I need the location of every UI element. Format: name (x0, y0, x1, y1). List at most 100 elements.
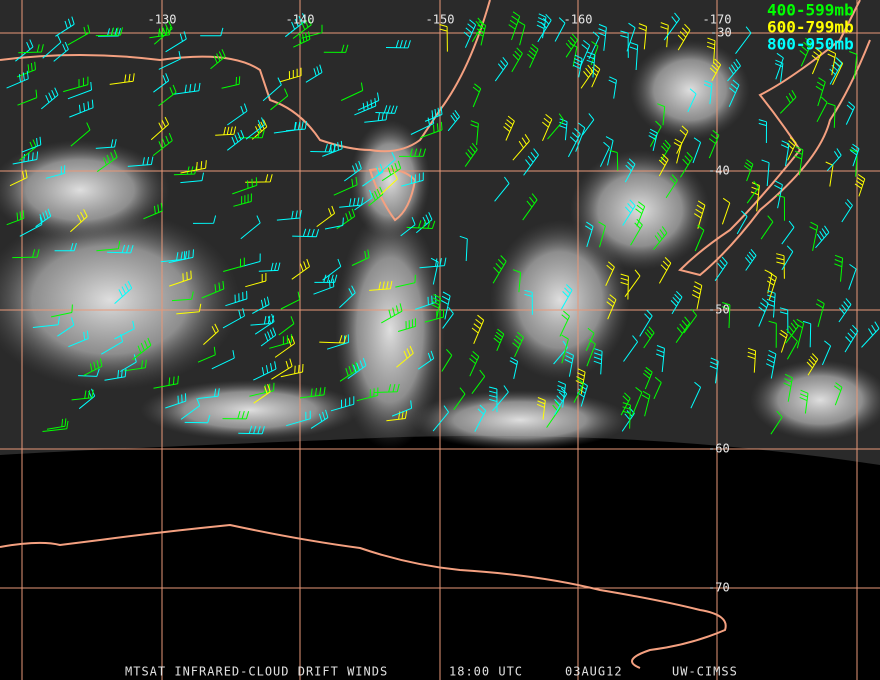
wind-barb (620, 30, 629, 58)
wind-barb (580, 64, 594, 89)
longitude-label: -150 (426, 13, 455, 27)
wind-barb (471, 17, 484, 43)
wind-barb (564, 351, 574, 377)
wind-barb (301, 24, 323, 39)
wind-barb (509, 357, 519, 380)
wind-barb (143, 203, 163, 220)
wind-barb (274, 335, 296, 358)
wind-barb (184, 414, 211, 424)
wind-barb (794, 146, 804, 176)
wind-barb (158, 84, 177, 107)
wind-barb (50, 304, 73, 318)
wind-barb (785, 319, 799, 344)
wind-barb (447, 110, 460, 132)
wind-barb (629, 42, 639, 71)
wind-barb (417, 350, 435, 370)
wind-barb (42, 34, 62, 59)
wind-barb (786, 137, 797, 161)
wind-barb (827, 102, 836, 128)
wind-barb (599, 141, 610, 167)
wind-barb (735, 26, 752, 54)
wind-barb (114, 320, 135, 340)
wind-barb (292, 228, 320, 238)
wind-barb (523, 148, 539, 176)
wind-barb (373, 383, 400, 393)
wind-barb (554, 17, 566, 42)
wind-barb (12, 151, 39, 165)
wind-barb (622, 199, 636, 226)
wind-barb (180, 172, 204, 184)
wind-barb (124, 359, 147, 372)
wind-barb (238, 129, 265, 139)
wind-barb (211, 350, 235, 370)
wind-barb (677, 23, 691, 51)
wind-barb (861, 321, 880, 348)
wind-barb (816, 96, 828, 123)
wind-barb (541, 114, 553, 141)
wind-barb (200, 27, 224, 37)
wind-barb (834, 254, 844, 282)
wind-barb (380, 171, 398, 195)
wind-barb (245, 174, 273, 183)
wind-barb (815, 225, 830, 249)
wind-barb (692, 137, 702, 164)
wind-barb (104, 368, 127, 381)
wind-barb (6, 70, 29, 89)
wind-barb (253, 384, 271, 404)
wind-barb (279, 67, 302, 83)
wind-barb (565, 33, 578, 58)
wind-barb (687, 88, 697, 113)
wind-barb (398, 148, 426, 157)
wind-barb (799, 389, 809, 414)
footer: MTSAT INFRARED-CLOUD DRIFT WINDS 18:00 U… (125, 665, 737, 679)
wind-barb (605, 261, 615, 287)
wind-barb (845, 101, 856, 125)
wind-barb (223, 257, 245, 272)
wind-barb (192, 215, 217, 224)
wind-barb (401, 172, 424, 187)
wind-barb (643, 326, 655, 349)
wind-barb (536, 397, 546, 420)
wind-barb (581, 113, 595, 136)
wind-barb (708, 130, 720, 159)
wind-barb (714, 256, 728, 282)
wind-barb (464, 142, 478, 167)
wind-barb (78, 368, 100, 377)
wind-barb (453, 387, 466, 411)
wind-barb (430, 257, 439, 285)
wind-barb (746, 180, 760, 204)
wind-barb (376, 151, 396, 177)
wind-barb (354, 189, 373, 211)
wind-barb (779, 307, 789, 334)
wind-barb (225, 290, 248, 307)
wind-barb (396, 345, 414, 368)
wind-barb (638, 23, 647, 50)
wind-barb (114, 280, 133, 304)
wind-barb (400, 217, 416, 237)
wind-barb (293, 31, 311, 48)
wind-barb (590, 63, 601, 88)
wind-barb (676, 125, 689, 154)
wind-barb (364, 111, 388, 123)
wind-barb (222, 410, 250, 420)
wind-barb (620, 392, 631, 416)
wind-barb (107, 244, 134, 254)
wind-barb (728, 79, 740, 108)
wind-barb (160, 251, 188, 263)
wind-barb (622, 402, 631, 429)
wind-barb (210, 49, 226, 70)
wind-barb (368, 186, 384, 207)
wind-barb (439, 24, 448, 52)
wind-barb (286, 410, 311, 427)
wind-barb (419, 257, 447, 269)
wind-barb (441, 349, 453, 372)
wind-barb (233, 193, 252, 207)
wind-barb (9, 169, 28, 187)
wind-barb (292, 17, 312, 39)
wind-barb (743, 159, 754, 182)
wind-barb (276, 210, 302, 221)
wind-barb (766, 272, 777, 300)
wind-barb (561, 334, 569, 364)
wind-barb (536, 13, 547, 39)
